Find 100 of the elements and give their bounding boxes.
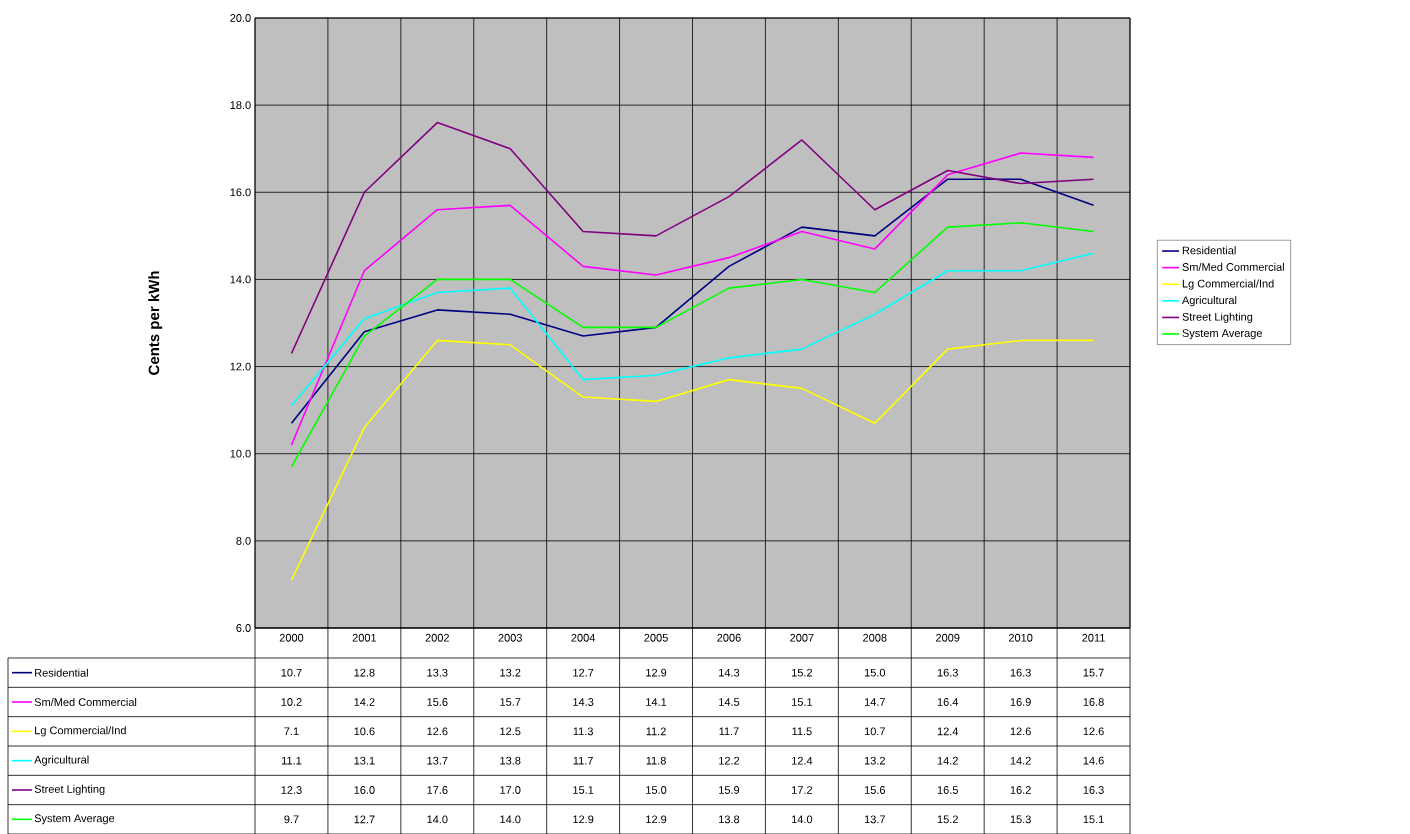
data-label: 12.7 [573, 668, 594, 677]
y-tick-label: 12.0 [230, 362, 251, 371]
data-label: 12.2 [719, 756, 740, 765]
text: Sm/Med Commercial [34, 697, 137, 707]
y-tick-label: 20.0 [230, 14, 251, 22]
data-label: 11.7 [719, 727, 739, 736]
data-label: 11.7 [573, 756, 593, 765]
data-label: 12.6 [427, 727, 448, 736]
legend-label: Residential [1182, 246, 1236, 255]
data-label: 14.3 [719, 668, 740, 677]
data-label: 14.1 [646, 698, 667, 706]
legend-label: Agricultural [1181, 296, 1237, 307]
data-label: 16.3 [1010, 668, 1031, 677]
data-label: 15.7 [500, 698, 521, 706]
data-label: 7.1 [284, 727, 299, 736]
data-label: 11.3 [573, 727, 593, 736]
text: Agricultural [34, 755, 89, 766]
legend-label: Sm/Med Commercial [1182, 262, 1284, 271]
data-label: 15.7 [1083, 668, 1104, 677]
x-tick-label: 2003 [498, 633, 522, 642]
line-series [290, 252, 1095, 407]
text: Street Lighting [34, 784, 105, 796]
data-label: 11.2 [646, 727, 666, 736]
data-label: 12.8 [354, 668, 375, 677]
text: Lg Commercial/Ind [35, 726, 126, 737]
line-series [290, 152, 1095, 446]
line-series [290, 339, 1095, 581]
data-label: 12.5 [500, 727, 521, 736]
data-label: 17.2 [792, 786, 813, 794]
x-tick-label: 2002 [425, 633, 449, 642]
data-label: 16.9 [1010, 698, 1031, 706]
data-label: 16.5 [937, 786, 958, 794]
text: System Average [34, 814, 115, 825]
data-label: 14.6 [1083, 756, 1104, 765]
data-label: 15.0 [646, 786, 667, 794]
x-tick-label: 2007 [790, 633, 814, 642]
data-label: 16.3 [937, 668, 958, 677]
y-tick-label: 10.0 [230, 449, 251, 458]
y-tick-label: 16.0 [230, 188, 251, 197]
data-label: 14.3 [573, 698, 594, 706]
data-label: 16.0 [354, 786, 375, 794]
x-tick-label: 2011 [1082, 633, 1105, 642]
y-axis-title: Cents per kWh [148, 271, 163, 375]
data-label: 12.9 [646, 815, 667, 824]
data-label: 14.2 [354, 698, 375, 706]
x-tick-label: 2005 [644, 633, 668, 642]
data-label: 13.8 [500, 756, 521, 765]
data-label: 11.5 [792, 727, 812, 736]
legend-label: System Average [1182, 329, 1262, 340]
x-tick-label: 2006 [717, 633, 741, 642]
data-label: 11.8 [646, 756, 666, 765]
y-tick-label: 8.0 [236, 536, 251, 545]
data-label: 12.6 [1083, 727, 1104, 736]
data-label: 12.6 [1010, 727, 1031, 736]
data-label: 9.7 [284, 815, 299, 824]
data-label: 10.6 [354, 727, 375, 736]
y-tick-label: 14.0 [230, 275, 251, 284]
line-series [290, 221, 1095, 468]
x-tick-label: 2004 [571, 633, 596, 642]
data-label: 14.0 [427, 815, 448, 824]
legend-label: Street Lighting [1182, 312, 1253, 323]
data-label: 14.7 [864, 698, 885, 706]
data-label: 13.2 [500, 668, 521, 677]
text: Residential [35, 668, 88, 677]
data-label: 16.3 [1083, 786, 1104, 794]
x-tick-label: 2008 [863, 633, 887, 642]
data-label: 12.3 [281, 786, 302, 794]
line-series [290, 121, 1095, 355]
data-label: 12.9 [646, 668, 667, 677]
x-tick-label: 2010 [1008, 633, 1033, 642]
data-label: 11.1 [282, 756, 302, 765]
data-label: 15.1 [792, 698, 813, 706]
data-label: 10.2 [281, 698, 302, 706]
data-label: 14.5 [719, 698, 740, 706]
data-label: 15.3 [1010, 815, 1031, 824]
y-tick-label: 6.0 [236, 624, 251, 632]
data-label: 17.0 [500, 786, 521, 794]
data-label: 15.6 [427, 698, 448, 706]
line-series [290, 178, 1095, 425]
data-label: 14.2 [937, 756, 958, 765]
data-label: 13.2 [864, 756, 885, 765]
data-label: 12.9 [573, 815, 594, 824]
data-label: 12.4 [792, 756, 813, 765]
x-tick-label: 2001 [352, 633, 377, 642]
data-label: 14.0 [792, 815, 813, 824]
data-label: 16.2 [1010, 786, 1031, 794]
data-label: 12.4 [937, 727, 959, 736]
data-label: 12.7 [354, 815, 375, 824]
data-label: 15.6 [864, 786, 886, 794]
data-label: 15.1 [573, 786, 594, 794]
legend-label: Lg Commercial/Ind [1182, 279, 1274, 290]
data-label: 10.7 [864, 727, 885, 736]
x-tick-label: 2000 [279, 633, 304, 642]
data-label: 10.7 [281, 668, 302, 677]
x-tick-label: 2009 [936, 633, 960, 642]
data-label: 17.6 [427, 786, 448, 794]
data-label: 16.8 [1083, 698, 1104, 706]
data-label: 14.0 [500, 815, 521, 824]
data-label: 14.2 [1010, 756, 1031, 765]
data-label: 15.1 [1083, 815, 1104, 824]
